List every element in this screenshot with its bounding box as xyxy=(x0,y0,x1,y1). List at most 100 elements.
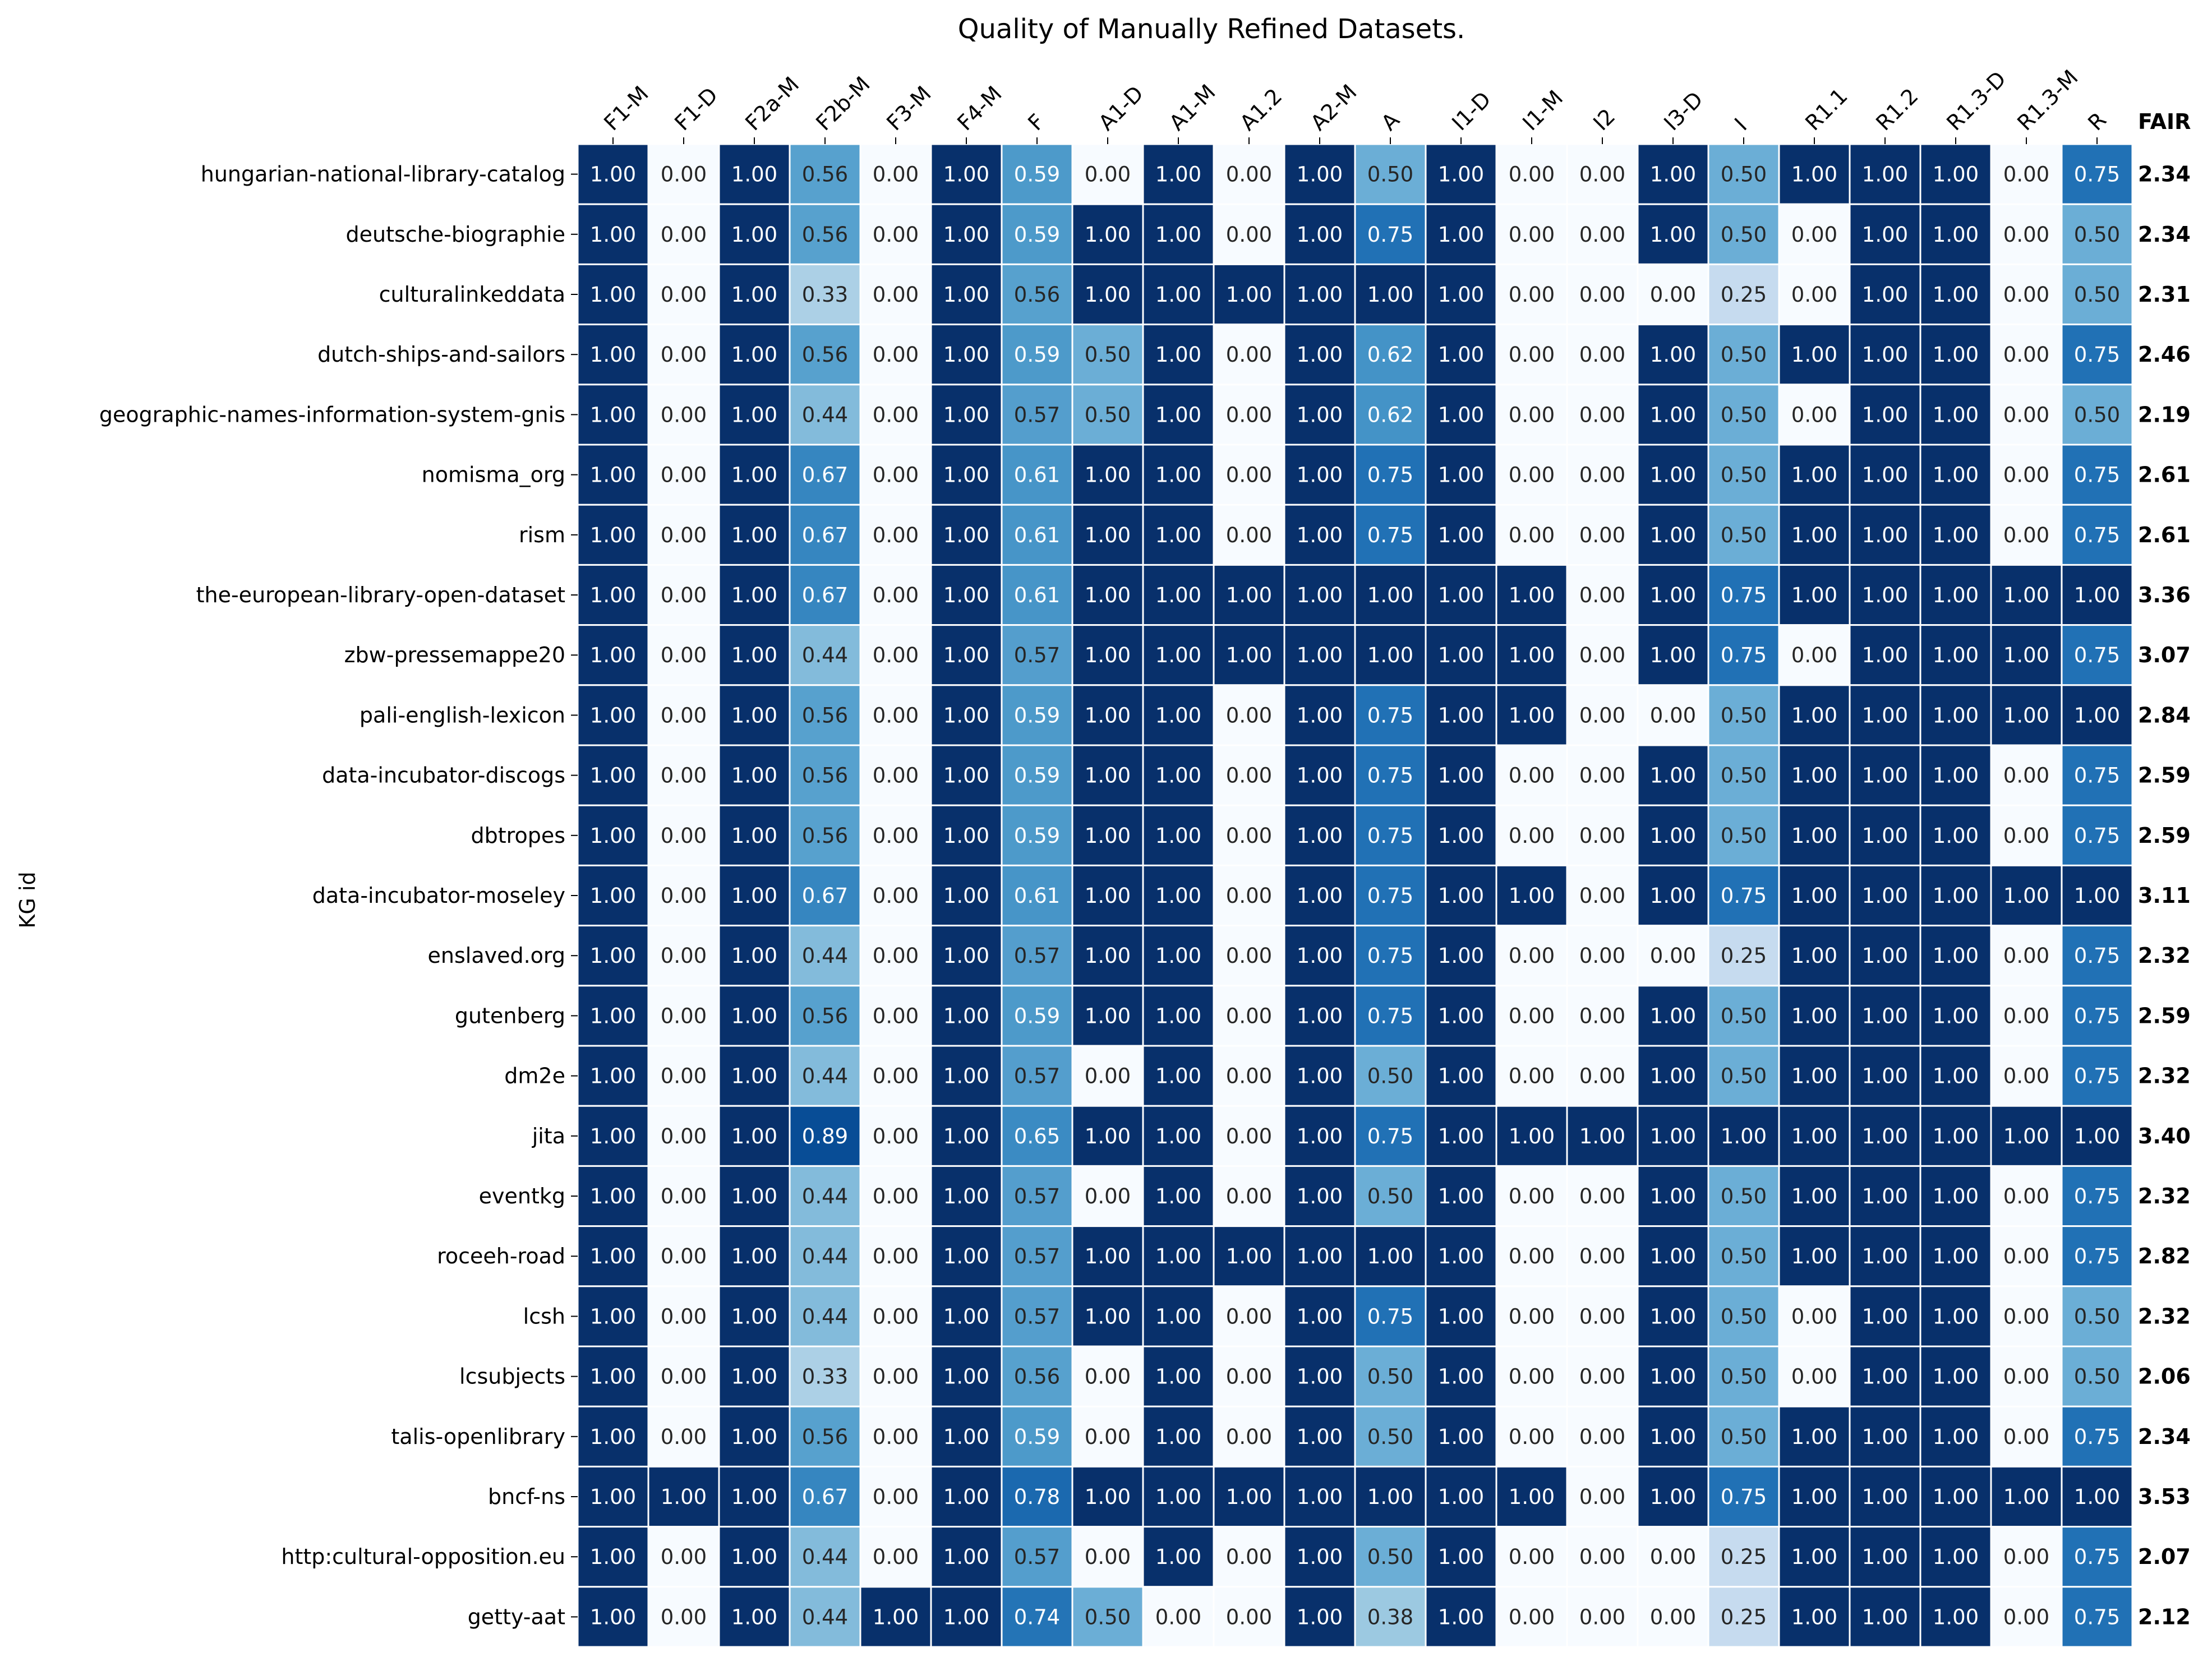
cell-value-label: 0.75 xyxy=(2074,764,2120,788)
heatmap-cell xyxy=(1354,564,1427,626)
cell-value-label: 0.50 xyxy=(1367,1365,1413,1389)
cell-value-label: 0.00 xyxy=(661,163,707,187)
cell-value-label: 0.59 xyxy=(1014,703,1060,727)
cell-value-label: 1.00 xyxy=(2003,703,2049,727)
heatmap-cell xyxy=(2061,1045,2133,1107)
cell-value-label: 1.00 xyxy=(731,824,777,848)
y-tick-label: rism xyxy=(519,523,565,547)
cell-value-label: 1.00 xyxy=(1650,1004,1696,1028)
fair-score-value: 2.61 xyxy=(2138,523,2191,547)
cell-value-label: 0.00 xyxy=(2003,1004,2049,1028)
y-tick-label: lcsubjects xyxy=(459,1364,565,1389)
y-tick-label: nomisma_org xyxy=(422,463,565,487)
cell-value-label: 1.00 xyxy=(1085,223,1131,247)
cell-value-label: 1.00 xyxy=(590,583,636,607)
heatmap-cell xyxy=(1990,1045,2063,1107)
heatmap-cell xyxy=(1990,864,2063,927)
heatmap-cell xyxy=(1213,1586,1285,1648)
cell-value-label: 0.00 xyxy=(661,884,707,908)
cell-value-label: 1.00 xyxy=(1509,643,1555,667)
cell-value-label: 1.00 xyxy=(943,463,989,487)
heatmap-cell xyxy=(859,864,932,927)
heatmap-cell xyxy=(1778,444,1851,506)
cell-value-label: 1.00 xyxy=(1791,343,1837,367)
cell-value-label: 0.67 xyxy=(802,884,848,908)
cell-value-label: 1.00 xyxy=(1438,1304,1484,1328)
cell-value-label: 1.00 xyxy=(1650,824,1696,848)
cell-value-label: 1.00 xyxy=(590,1605,636,1629)
cell-value-label: 1.00 xyxy=(1862,223,1908,247)
cell-value-label: 1.00 xyxy=(1297,403,1343,427)
cell-value-label: 1.00 xyxy=(1297,1184,1343,1208)
fair-score-value: 2.59 xyxy=(2138,823,2191,848)
heatmap-cell xyxy=(718,1105,791,1167)
heatmap-cell xyxy=(1637,203,1709,265)
heatmap-cell xyxy=(2061,564,2133,626)
heatmap-cells: 1.00 0.00 1.00 0.56 0.00 1.00 0.59 0.00 1.00 0.00… xyxy=(577,143,2133,1648)
cell-value-label: 0.00 xyxy=(1509,1365,1555,1389)
heatmap-cell xyxy=(647,1045,720,1107)
cell-value-label: 0.00 xyxy=(1226,523,1272,547)
cell-value-label: 0.00 xyxy=(873,1244,919,1268)
cell-value-label: 1.00 xyxy=(943,884,989,908)
heatmap-cell xyxy=(1425,744,1497,806)
cell-value-label: 0.00 xyxy=(2003,1304,2049,1328)
cell-value-label: 1.00 xyxy=(731,944,777,968)
cell-value-label: 0.00 xyxy=(661,1124,707,1148)
heatmap-cell xyxy=(1849,985,1921,1047)
cell-value-label: 1.00 xyxy=(1155,1485,1201,1509)
heatmap-cell xyxy=(1849,203,1921,265)
cell-value-label: 1.00 xyxy=(590,343,636,367)
cell-value-label: 0.59 xyxy=(1014,824,1060,848)
cell-value-label: 1.00 xyxy=(590,283,636,307)
cell-value-label: 0.00 xyxy=(1509,463,1555,487)
cell-value-label: 1.00 xyxy=(943,764,989,788)
cell-value-label: 0.00 xyxy=(873,1304,919,1328)
heatmap-cell xyxy=(1990,1586,2063,1648)
heatmap-cell xyxy=(1425,1345,1497,1407)
cell-value-label: 0.75 xyxy=(1367,944,1413,968)
cell-value-label: 1.00 xyxy=(1438,824,1484,848)
cell-value-label: 0.00 xyxy=(873,1124,919,1148)
cell-value-label: 1.00 xyxy=(1862,1244,1908,1268)
cell-value-label: 1.00 xyxy=(731,1365,777,1389)
cell-value-label: 0.44 xyxy=(802,1064,848,1088)
cell-value-label: 0.00 xyxy=(1579,1004,1625,1028)
y-tick-label: geographic-names-information-system-gnis xyxy=(99,402,565,427)
cell-value-label: 0.00 xyxy=(661,283,707,307)
cell-value-label: 1.00 xyxy=(943,343,989,367)
cell-value-label: 0.00 xyxy=(873,884,919,908)
cell-value-label: 1.00 xyxy=(1650,343,1696,367)
heatmap-cell xyxy=(1495,564,1568,626)
cell-value-label: 1.00 xyxy=(731,163,777,187)
cell-value-label: 1.00 xyxy=(1226,583,1272,607)
heatmap-cell xyxy=(647,324,720,386)
heatmap-cell xyxy=(1283,504,1356,566)
cell-value-label: 0.00 xyxy=(661,1365,707,1389)
cell-value-label: 1.00 xyxy=(590,1124,636,1148)
cell-value-label: 1.00 xyxy=(731,703,777,727)
cell-value-label: 1.00 xyxy=(1438,1064,1484,1088)
heatmap-cell xyxy=(789,1526,861,1588)
cell-value-label: 1.00 xyxy=(731,463,777,487)
heatmap-cell xyxy=(1495,324,1568,386)
cell-value-label: 1.00 xyxy=(1438,343,1484,367)
cell-value-label: 1.00 xyxy=(943,1545,989,1569)
heatmap-cell xyxy=(930,744,1003,806)
heatmap-cell xyxy=(1990,1165,2063,1227)
cell-value-label: 1.00 xyxy=(1862,1064,1908,1088)
cell-value-label: 0.75 xyxy=(2074,643,2120,667)
fair-score-value: 2.31 xyxy=(2138,282,2191,307)
cell-value-label: 1.00 xyxy=(2003,1485,2049,1509)
heatmap-cell xyxy=(1566,1465,1639,1528)
cell-value-label: 0.00 xyxy=(1579,1605,1625,1629)
heatmap-cell xyxy=(1566,864,1639,927)
cell-value-label: 1.00 xyxy=(1297,283,1343,307)
cell-value-label: 0.25 xyxy=(1721,1545,1767,1569)
cell-value-label: 0.00 xyxy=(1226,1605,1272,1629)
cell-value-label: 0.00 xyxy=(1509,1064,1555,1088)
cell-value-label: 0.00 xyxy=(1579,223,1625,247)
cell-value-label: 0.25 xyxy=(1721,1605,1767,1629)
heatmap-cell xyxy=(2061,1586,2133,1648)
